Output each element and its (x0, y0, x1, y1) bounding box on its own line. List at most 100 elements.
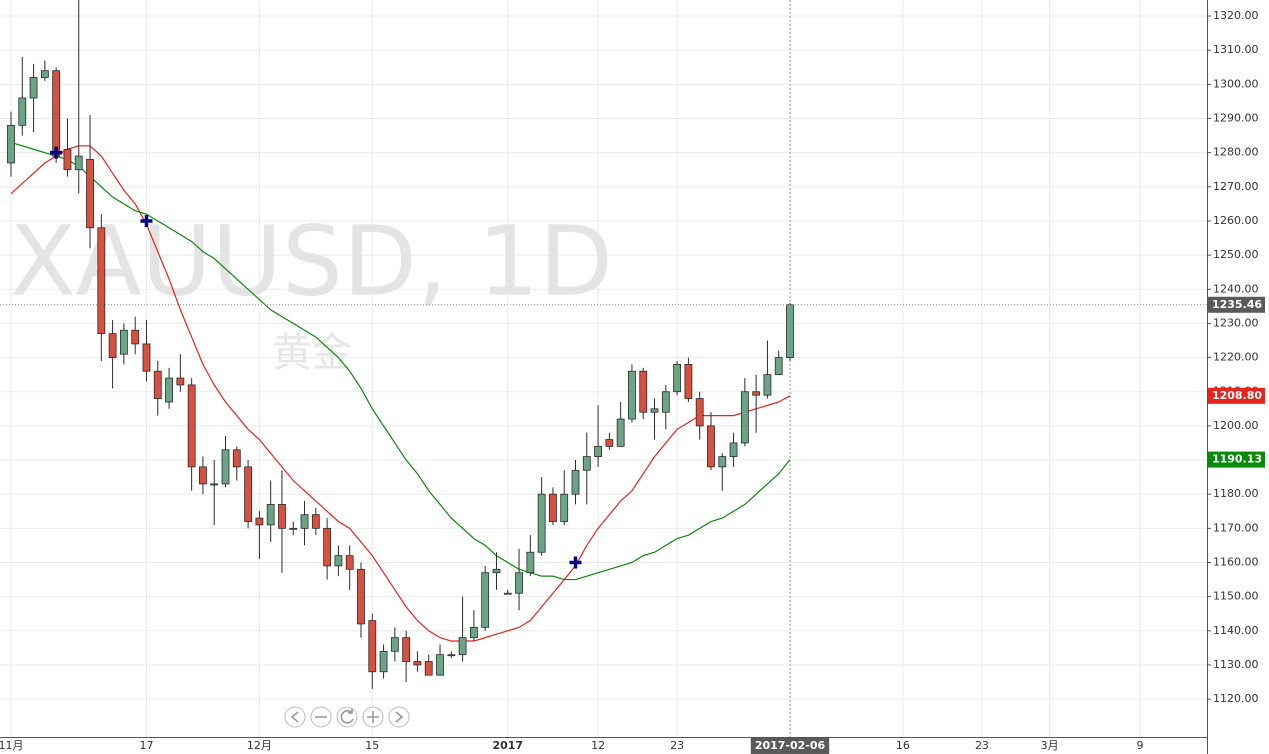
candle-body (774, 357, 783, 376)
price-badge-label: 1208.80 (1212, 389, 1262, 402)
candle-body (29, 77, 38, 99)
candle-body (594, 445, 602, 458)
watermark-subtitle: 黄金 (272, 330, 352, 376)
scroll-left-button[interactable] (284, 706, 306, 728)
x-tick-label: 12 (591, 739, 605, 752)
candle-body (97, 227, 106, 335)
candle-body (650, 408, 659, 413)
candle-body (108, 333, 117, 358)
candle-body (345, 555, 354, 570)
candle-body (661, 391, 670, 413)
candle-body (278, 504, 286, 529)
x-tick-label: 16 (896, 739, 910, 752)
candle-body (526, 551, 535, 574)
y-tick-label: 1240.00 (1213, 282, 1259, 295)
moving-average-line (10, 145, 791, 642)
price-badge-label: 1190.13 (1212, 453, 1262, 466)
candle-body (165, 377, 173, 403)
candle-body (52, 70, 61, 157)
y-tick-label: 1280.00 (1213, 146, 1259, 159)
x-tick-label: 11月 (0, 739, 24, 752)
y-tick-label: 1300.00 (1213, 77, 1259, 90)
candle-body (413, 661, 422, 666)
candle-body (763, 374, 772, 396)
candle-body (752, 391, 761, 396)
x-tick-label: 17 (139, 739, 153, 752)
x-tick-label: 23 (670, 739, 684, 752)
candle-body (673, 364, 682, 393)
candle-body (571, 469, 580, 495)
crosshair-date-label: 2017-02-06 (755, 739, 826, 752)
candle-body (323, 527, 332, 567)
candle-body (142, 343, 151, 372)
candle-body (289, 527, 298, 530)
price-badge-label: 1235.46 (1212, 298, 1262, 311)
candle-body (368, 620, 377, 673)
candle-body (684, 364, 693, 399)
y-tick-label: 1200.00 (1213, 419, 1259, 432)
x-tick-label: 2017 (492, 739, 523, 752)
candle-body (153, 370, 162, 399)
candle-body (707, 425, 715, 468)
candle-body (628, 370, 636, 420)
signal-marker (569, 556, 582, 569)
y-tick-label: 1250.00 (1213, 248, 1259, 261)
reset-button[interactable] (336, 706, 358, 728)
candle-body (300, 514, 309, 529)
candle-body (255, 517, 264, 526)
y-tick-label: 1230.00 (1213, 316, 1259, 329)
y-tick-label: 1270.00 (1213, 180, 1259, 193)
candle-body (786, 304, 794, 358)
candle-body (199, 466, 207, 485)
candle-body (740, 391, 749, 444)
x-tick-label: 9 (1137, 739, 1144, 752)
candle-body (549, 493, 557, 522)
candle-body (311, 514, 320, 529)
y-tick-label: 1120.00 (1213, 692, 1259, 705)
candle-body (86, 159, 94, 229)
signal-marker (50, 146, 63, 159)
candle-body (695, 398, 704, 427)
y-tick-label: 1150.00 (1213, 590, 1259, 603)
y-tick-label: 1290.00 (1213, 112, 1259, 125)
candle-body (232, 449, 241, 468)
signal-marker (140, 214, 153, 227)
candle-body (537, 493, 546, 553)
y-tick-label: 1180.00 (1213, 487, 1259, 500)
candle-body (390, 637, 399, 652)
y-tick-label: 1320.00 (1213, 9, 1259, 22)
candle-body (560, 493, 569, 522)
candle-body (379, 650, 388, 673)
candle-body (40, 70, 49, 78)
zoom-out-button[interactable] (310, 706, 332, 728)
candle-body (18, 97, 27, 126)
candle-body (503, 592, 512, 595)
price-badge (1208, 296, 1265, 313)
y-tick-label: 1170.00 (1213, 521, 1259, 534)
x-tick-label: 3月 (1041, 739, 1059, 752)
x-tick-label: 23 (975, 739, 989, 752)
x-tick-label: 12月 (247, 739, 272, 752)
x-tick-label: 15 (365, 739, 379, 752)
candle-body (729, 442, 738, 458)
candle-body (266, 504, 275, 526)
navigation-buttons (284, 706, 410, 728)
candle-body (481, 572, 490, 628)
grid (0, 0, 1207, 737)
candle-body (492, 568, 501, 574)
zoom-in-button[interactable] (362, 706, 384, 728)
candle-body (436, 654, 444, 676)
y-tick-label: 1140.00 (1213, 624, 1259, 637)
scroll-right-button[interactable] (388, 706, 410, 728)
candle-body (210, 483, 219, 486)
candle-body (120, 329, 128, 355)
moving-average-line (10, 141, 791, 581)
y-tick-label: 1220.00 (1213, 351, 1259, 364)
candle-body (334, 555, 343, 567)
candle-body (187, 384, 196, 468)
y-tick-label: 1260.00 (1213, 214, 1259, 227)
y-tick-label: 1310.00 (1213, 43, 1259, 56)
candle-body (639, 370, 648, 413)
